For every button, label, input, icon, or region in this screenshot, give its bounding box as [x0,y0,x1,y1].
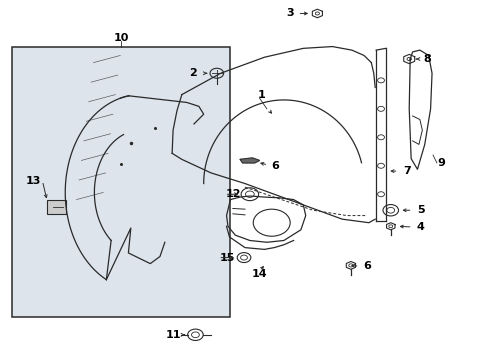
Text: 4: 4 [417,222,425,232]
Text: 6: 6 [271,161,279,171]
Text: 10: 10 [113,33,129,43]
FancyBboxPatch shape [12,46,230,317]
Text: 7: 7 [403,166,411,176]
Text: 2: 2 [189,68,197,78]
Text: 14: 14 [252,269,268,279]
Text: 5: 5 [417,205,425,215]
Text: 12: 12 [225,189,241,199]
Text: 15: 15 [220,253,235,262]
Text: 1: 1 [258,90,266,100]
FancyBboxPatch shape [47,199,66,214]
Text: 8: 8 [424,54,432,64]
Text: 6: 6 [364,261,371,271]
Text: 9: 9 [438,158,446,168]
Text: 3: 3 [286,9,294,18]
Text: 13: 13 [26,176,41,186]
Polygon shape [240,158,260,163]
Text: 11: 11 [165,330,181,340]
